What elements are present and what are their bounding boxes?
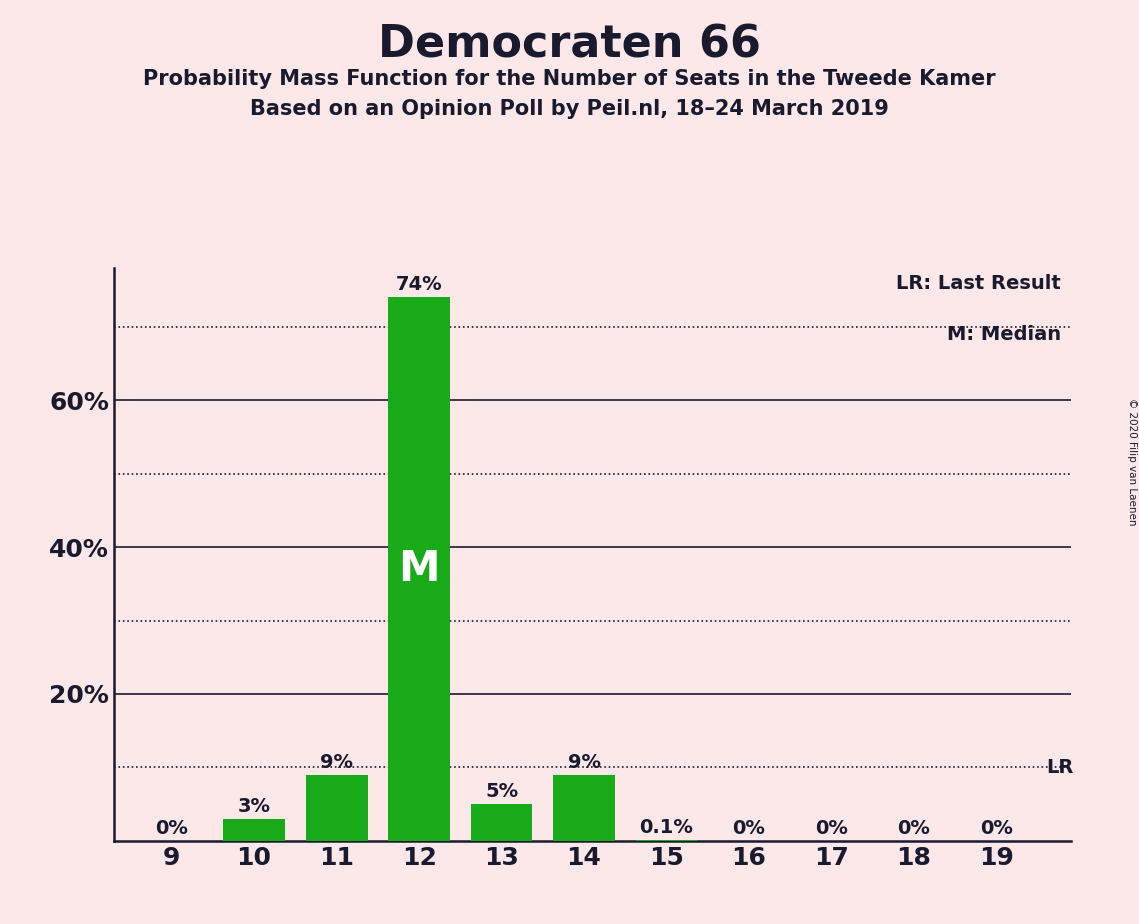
- Text: 0%: 0%: [980, 819, 1013, 838]
- Text: LR: Last Result: LR: Last Result: [896, 274, 1062, 293]
- Text: 74%: 74%: [395, 275, 442, 295]
- Bar: [305, 774, 368, 841]
- Text: 0%: 0%: [898, 819, 931, 838]
- Bar: [223, 819, 285, 841]
- Text: Probability Mass Function for the Number of Seats in the Tweede Kamer: Probability Mass Function for the Number…: [144, 69, 995, 90]
- Bar: [554, 774, 615, 841]
- Text: LR: LR: [1046, 758, 1073, 777]
- Text: 0%: 0%: [816, 819, 847, 838]
- Text: 5%: 5%: [485, 783, 518, 801]
- Text: M: Median: M: Median: [947, 325, 1062, 345]
- Text: 0%: 0%: [732, 819, 765, 838]
- Text: Democraten 66: Democraten 66: [378, 23, 761, 67]
- Text: M: M: [399, 548, 440, 590]
- Bar: [388, 298, 450, 841]
- Text: Based on an Opinion Poll by Peil.nl, 18–24 March 2019: Based on an Opinion Poll by Peil.nl, 18–…: [251, 99, 888, 119]
- Text: 0.1%: 0.1%: [640, 818, 694, 837]
- Text: 9%: 9%: [567, 753, 600, 772]
- Text: © 2020 Filip van Laenen: © 2020 Filip van Laenen: [1126, 398, 1137, 526]
- Text: 0%: 0%: [155, 819, 188, 838]
- Text: 3%: 3%: [238, 796, 271, 816]
- Text: 9%: 9%: [320, 753, 353, 772]
- Bar: [470, 804, 532, 841]
